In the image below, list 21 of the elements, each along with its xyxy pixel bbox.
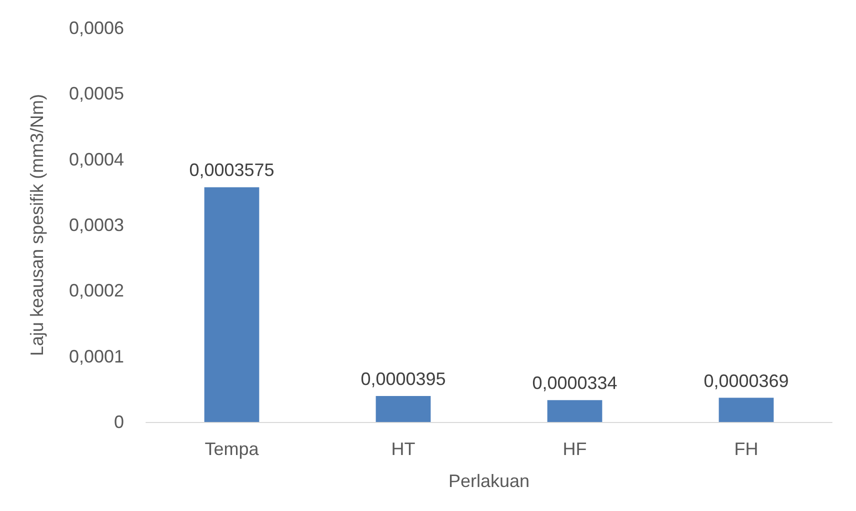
- y-tick-label: 0: [114, 412, 124, 432]
- data-label: 0,0003575: [189, 160, 274, 180]
- x-tick-label: HF: [562, 439, 587, 459]
- bar: [204, 187, 260, 422]
- y-tick-label: 0,0002: [68, 280, 124, 301]
- bar: [376, 396, 431, 422]
- y-tick-label: 0,0006: [68, 18, 124, 38]
- x-axis-title: Perlakuan: [448, 471, 530, 491]
- y-tick-label: 0,0005: [68, 84, 124, 104]
- y-axis-title: Laju keausan spesifik (mm3/Nm): [27, 94, 47, 356]
- y-tick-label: 0,0001: [68, 346, 124, 366]
- x-tick-label: Tempa: [204, 439, 260, 459]
- data-label: 0,0000369: [704, 370, 789, 391]
- y-tick-label: 0,0003: [68, 215, 124, 235]
- data-label: 0,0000334: [532, 373, 618, 394]
- x-tick-label: HT: [391, 439, 416, 459]
- bar: [718, 398, 774, 422]
- x-tick-label: FH: [734, 439, 758, 459]
- data-label: 0,0000395: [360, 369, 446, 390]
- bar: [547, 400, 602, 422]
- y-tick-label: 0,0004: [68, 149, 124, 170]
